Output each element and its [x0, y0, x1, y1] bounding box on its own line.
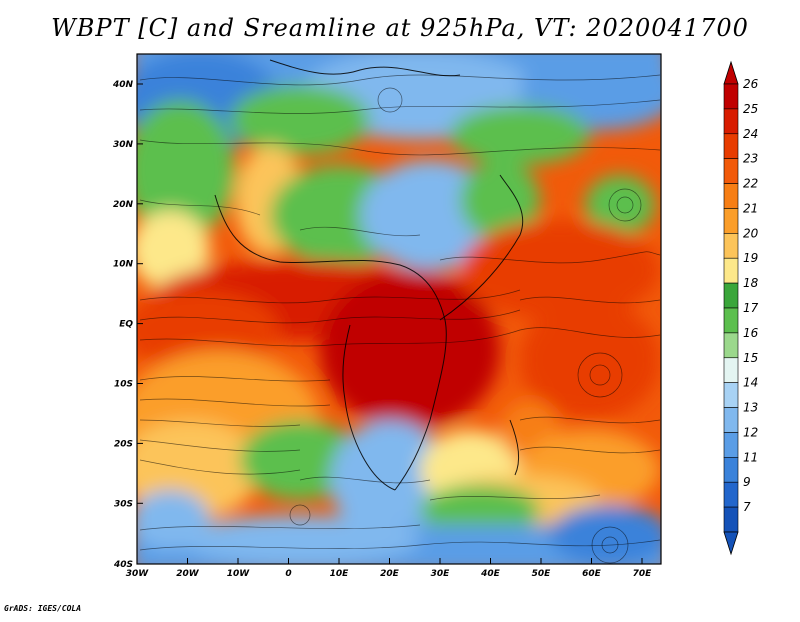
colorbar-label: 12 [743, 425, 758, 439]
colorbar-segment [723, 158, 739, 184]
lon-tick-label: 10W [227, 569, 251, 579]
lat-tick-label: 20S [114, 439, 133, 449]
lon-tick-label: 40E [480, 569, 501, 579]
colorbar-max-arrow [723, 60, 739, 85]
colorbar-label: 20 [743, 226, 759, 240]
colorbar-segment [723, 432, 739, 458]
lon-tick-label: 30W [126, 569, 150, 579]
lon-tick-label: 60E [582, 569, 602, 579]
colorbar-segment [723, 481, 739, 508]
lon-tick-label: 10E [330, 569, 350, 579]
colorbar-segment [723, 108, 739, 135]
credit-text: GrADS: IGES/COLA [4, 604, 82, 613]
colorbar-segment [723, 83, 739, 110]
colorbar-segment [723, 133, 739, 159]
colorbar-segment [723, 382, 739, 408]
colorbar-min-arrow [723, 531, 739, 556]
lat-tick-label: EQ [119, 320, 133, 330]
colorbar-segment [723, 332, 739, 359]
colorbar-segment [723, 282, 739, 309]
wbpt-field [137, 54, 661, 564]
colorbar-label: 19 [743, 251, 758, 265]
colorbar: 26 25 24 23 22 21 20 19 18 17 16 15 14 13 12 11 9 7 [723, 60, 759, 556]
colorbar-label: 14 [743, 376, 758, 390]
colorbar-label: 15 [743, 351, 758, 365]
colorbar-label: 23 [743, 152, 758, 166]
colorbar-segment [723, 233, 739, 259]
colorbar-label: 13 [743, 401, 758, 415]
lon-tick-label: 20W [176, 569, 200, 579]
colorbar-label: 24 [743, 127, 758, 141]
lat-tick-label: 30S [114, 499, 133, 509]
colorbar-label: 9 [743, 475, 751, 489]
coastlines [214, 59, 524, 491]
lon-tick-label: 0 [285, 569, 291, 579]
lat-tick-label: 40N [112, 80, 134, 90]
lat-tick-label: 30N [113, 140, 134, 150]
lon-tick-label: 30E [431, 569, 451, 579]
colorbar-segment [723, 208, 739, 234]
lat-axis: 40N 30N 20N 10N EQ 10S 20S 30S 40S [112, 80, 143, 570]
colorbar-segment [723, 407, 739, 433]
colorbar-segment [723, 506, 739, 533]
lat-tick-label: 40S [113, 560, 133, 570]
colorbar-label: 25 [743, 102, 758, 116]
colorbar-segment [723, 257, 739, 284]
colorbar-label: 22 [743, 177, 758, 191]
lon-tick-label: 70E [633, 569, 653, 579]
colorbar-segment [723, 183, 739, 209]
lat-tick-label: 20N [113, 200, 134, 210]
colorbar-label: 26 [743, 77, 759, 91]
colorbar-segment [723, 357, 739, 383]
chart-title: WBPT [C] and Sreamline at 925hPa, VT: 20… [51, 14, 749, 42]
colorbar-label: 11 [743, 450, 758, 464]
colorbar-label: 17 [743, 301, 759, 315]
colorbar-segment [723, 457, 739, 483]
lat-tick-label: 10S [114, 380, 133, 390]
lon-tick-label: 50E [532, 569, 552, 579]
colorbar-label: 16 [743, 326, 759, 340]
colorbar-label: 7 [743, 500, 751, 514]
lat-tick-label: 10N [113, 260, 134, 270]
lon-tick-label: 20E [380, 569, 400, 579]
colorbar-label: 18 [743, 276, 759, 290]
colorbar-label: 21 [743, 201, 758, 215]
colorbar-segment [723, 307, 739, 334]
map-frame [136, 53, 662, 565]
lon-axis: 30W 20W 10W 0 10E 20E 30E 40E 50E 60E 70E [126, 558, 652, 579]
